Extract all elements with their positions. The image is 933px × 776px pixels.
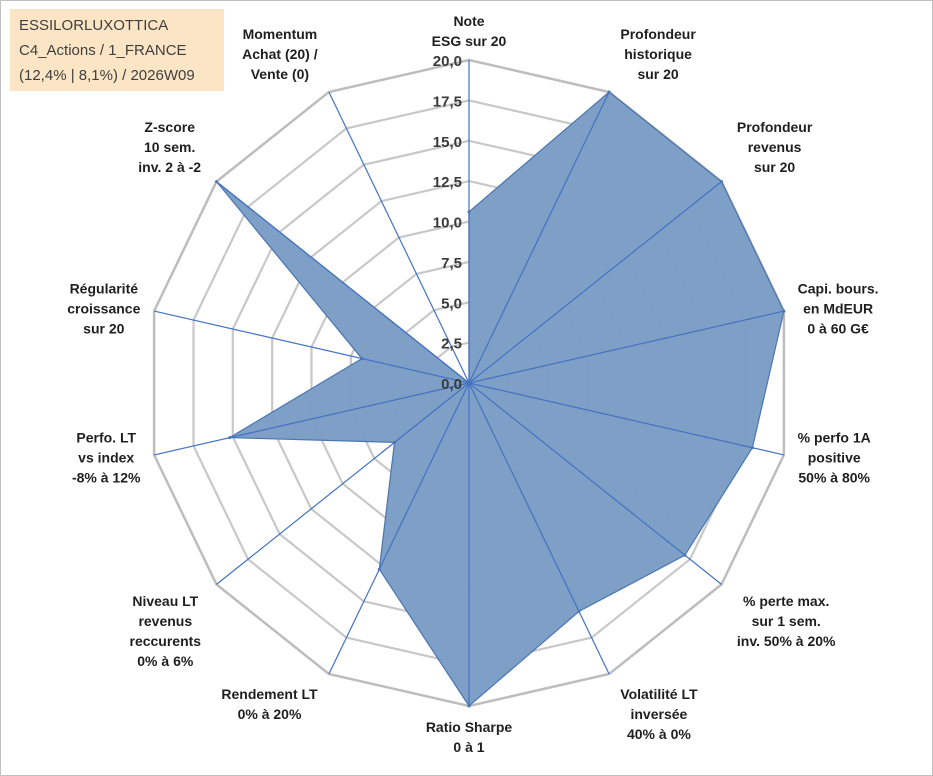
tick-label: 17,5 (433, 93, 462, 110)
axis-label-line: revenus (748, 139, 802, 155)
data-point (750, 446, 754, 450)
axis-label-line: Perfo. LT (76, 430, 136, 446)
axis-label-line: vs index (78, 450, 134, 466)
tick-label: 10,0 (433, 215, 462, 232)
tick-label: 15,0 (433, 134, 462, 151)
tick-label: 12,5 (433, 174, 462, 191)
axis-label: Perfo. LT vs index -8% à 12% (72, 430, 141, 486)
data-point (215, 180, 218, 184)
axis-label-line: Momentum (243, 26, 318, 42)
info-portfolio: C4_Actions / 1_FRANCE (19, 42, 187, 59)
tick-label: 0,0 (441, 376, 462, 393)
tick-label: 5,0 (441, 295, 462, 312)
data-point (683, 553, 687, 557)
axis-label-line: revenus (138, 613, 192, 629)
axis-label-line: en MdEUR (803, 301, 873, 317)
axis-label: Régularité croissance sur 20 (67, 281, 140, 337)
axis-spoke (216, 382, 470, 585)
data-point (577, 609, 581, 613)
axis-label-line: historique (624, 46, 692, 62)
data-point (467, 704, 471, 708)
axis-label-line: 50% à 80% (798, 470, 870, 486)
axis-label-line: positive (808, 450, 861, 466)
axis-label-line: inversée (630, 706, 687, 722)
axis-spoke (328, 91, 470, 384)
axis-label: Capi. bours. en MdEUR 0 à 60 G€ (798, 281, 879, 337)
data-point (360, 357, 364, 361)
axis-label-line: Régularité (70, 281, 139, 297)
axis-spoke (468, 91, 610, 384)
data-series-area (216, 91, 785, 707)
axis-spoke (468, 382, 722, 585)
tick-label: 2,5 (441, 336, 462, 353)
axis-label-line: 0% à 6% (137, 653, 194, 669)
axis-spoke (153, 310, 470, 384)
info-stats: (12,4% | 8,1%) / 2026W09 (19, 67, 195, 84)
data-point (782, 309, 786, 313)
axis-label-line: Z-score (144, 119, 195, 135)
tick-label: 7,5 (441, 255, 462, 272)
axis-label-line: Volatilité LT (620, 686, 698, 702)
axis-label: Niveau LT revenus reccurents 0% à 6% (130, 593, 202, 669)
data-point (607, 90, 611, 94)
axis-label-line: sur 1 sem. (752, 613, 821, 629)
axis-label-line: Achat (20) / (242, 46, 318, 62)
axis-label: % perte max. sur 1 sem. inv. 50% à 20% (737, 593, 836, 649)
axis-label-line: sur 20 (637, 66, 678, 82)
axis-label-line: 0 à 1 (453, 739, 484, 755)
axis-label-line: 40% à 0% (627, 726, 691, 742)
axis-label-line: Niveau LT (132, 593, 198, 609)
axis-label: Profondeur historique sur 20 (620, 26, 696, 82)
axis-label-line: Rendement LT (221, 686, 318, 702)
axis-label-line: inv. 2 à -2 (138, 159, 201, 175)
axis-label-line: % perte max. (743, 593, 829, 609)
axis-label: Z-score 10 sem. inv. 2 à -2 (138, 119, 201, 175)
axis-label-line: ESG sur 20 (432, 33, 507, 49)
axis-label-line: % perfo 1A (798, 430, 871, 446)
data-point (393, 440, 396, 444)
axis-label-line: sur 20 (754, 159, 795, 175)
axis-label: Profondeur revenus sur 20 (737, 119, 813, 175)
tick-label: 20,0 (433, 53, 462, 70)
axis-label-line: -8% à 12% (72, 470, 141, 486)
data-point (467, 210, 471, 214)
data-point (377, 567, 381, 571)
axis-spoke (468, 310, 785, 384)
axis-spoke (153, 382, 470, 456)
axis-label-line: Capi. bours. (798, 281, 879, 297)
axis-label: % perfo 1A positive 50% à 80% (798, 430, 871, 486)
axis-label: Rendement LT 0% à 20% (221, 686, 318, 722)
axis-spoke (468, 382, 785, 456)
axis-spoke (468, 181, 722, 384)
axis-label-line: Ratio Sharpe (426, 719, 513, 735)
axis-label-line: reccurents (130, 633, 202, 649)
data-point (228, 436, 232, 440)
axis-label: Ratio Sharpe 0 à 1 (426, 719, 513, 755)
axis-label-line: Profondeur (620, 26, 696, 42)
axis-label: Note ESG sur 20 (432, 13, 507, 49)
axis-label-line: 10 sem. (144, 139, 195, 155)
data-point (467, 381, 471, 385)
axis-label: Momentum Achat (20) / Vente (0) (242, 26, 318, 82)
axis-spoke (328, 382, 470, 675)
axis-label-line: Vente (0) (251, 66, 309, 82)
axis-label: Volatilité LT inversée 40% à 0% (620, 686, 698, 742)
axis-label-line: 0% à 20% (238, 706, 302, 722)
axis-label-line: croissance (67, 301, 140, 317)
axis-label-line: inv. 50% à 20% (737, 633, 836, 649)
axis-label-line: 0 à 60 G€ (807, 321, 869, 337)
axis-label-line: sur 20 (83, 321, 124, 337)
info-company-name: ESSILORLUXOTTICA (19, 17, 169, 34)
axis-spoke (216, 181, 470, 384)
axis-spoke (468, 382, 610, 675)
info-box: ESSILORLUXOTTICA C4_Actions / 1_FRANCE (… (10, 9, 224, 91)
data-point (720, 180, 723, 184)
axis-label-line: Profondeur (737, 119, 813, 135)
axis-label-line: Note (453, 13, 484, 29)
